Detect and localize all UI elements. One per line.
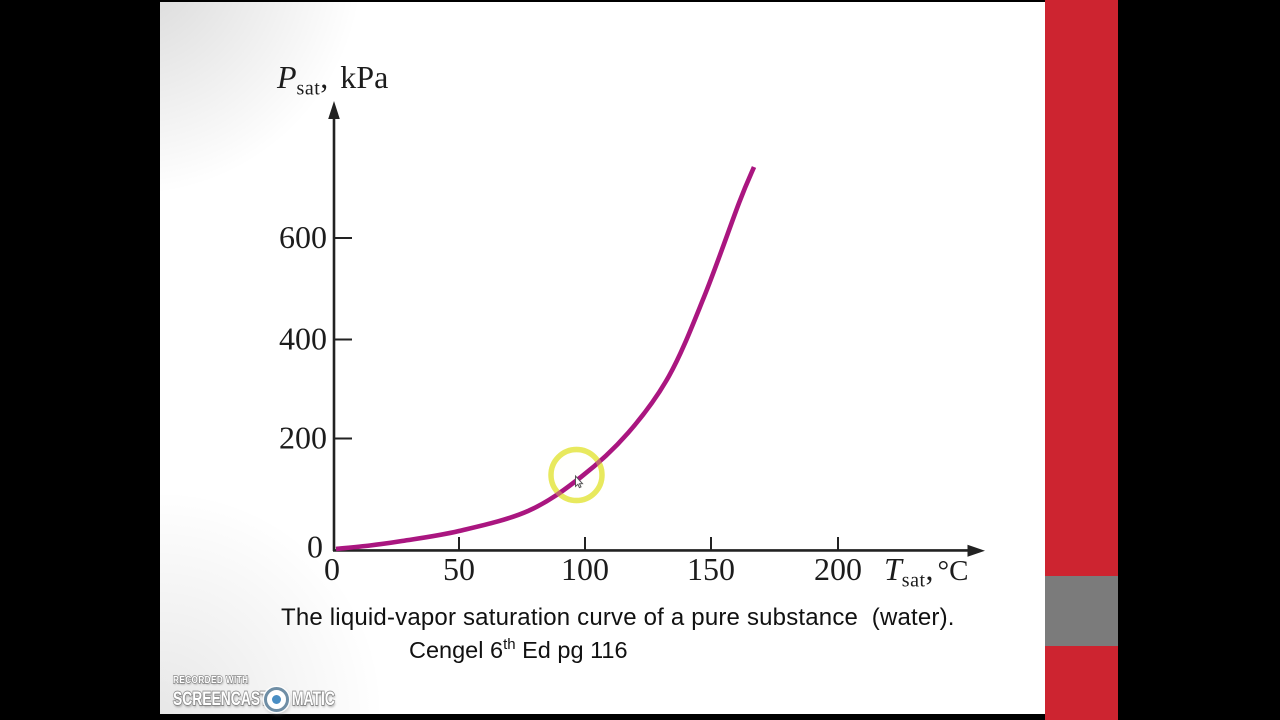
svg-text:200: 200 bbox=[279, 420, 327, 456]
svg-text:100: 100 bbox=[561, 551, 609, 587]
svg-text:50: 50 bbox=[443, 551, 475, 587]
svg-text:600: 600 bbox=[279, 219, 327, 255]
svg-text:Tsat,°C: Tsat, °C bbox=[884, 551, 968, 592]
svg-text:0: 0 bbox=[307, 529, 323, 565]
svg-text:150: 150 bbox=[687, 551, 735, 587]
svg-text:400: 400 bbox=[279, 321, 327, 357]
svg-text:200: 200 bbox=[814, 551, 862, 587]
svg-text:0: 0 bbox=[324, 551, 340, 587]
svg-text:Psat,kPa: Psat, kPa bbox=[276, 59, 388, 100]
